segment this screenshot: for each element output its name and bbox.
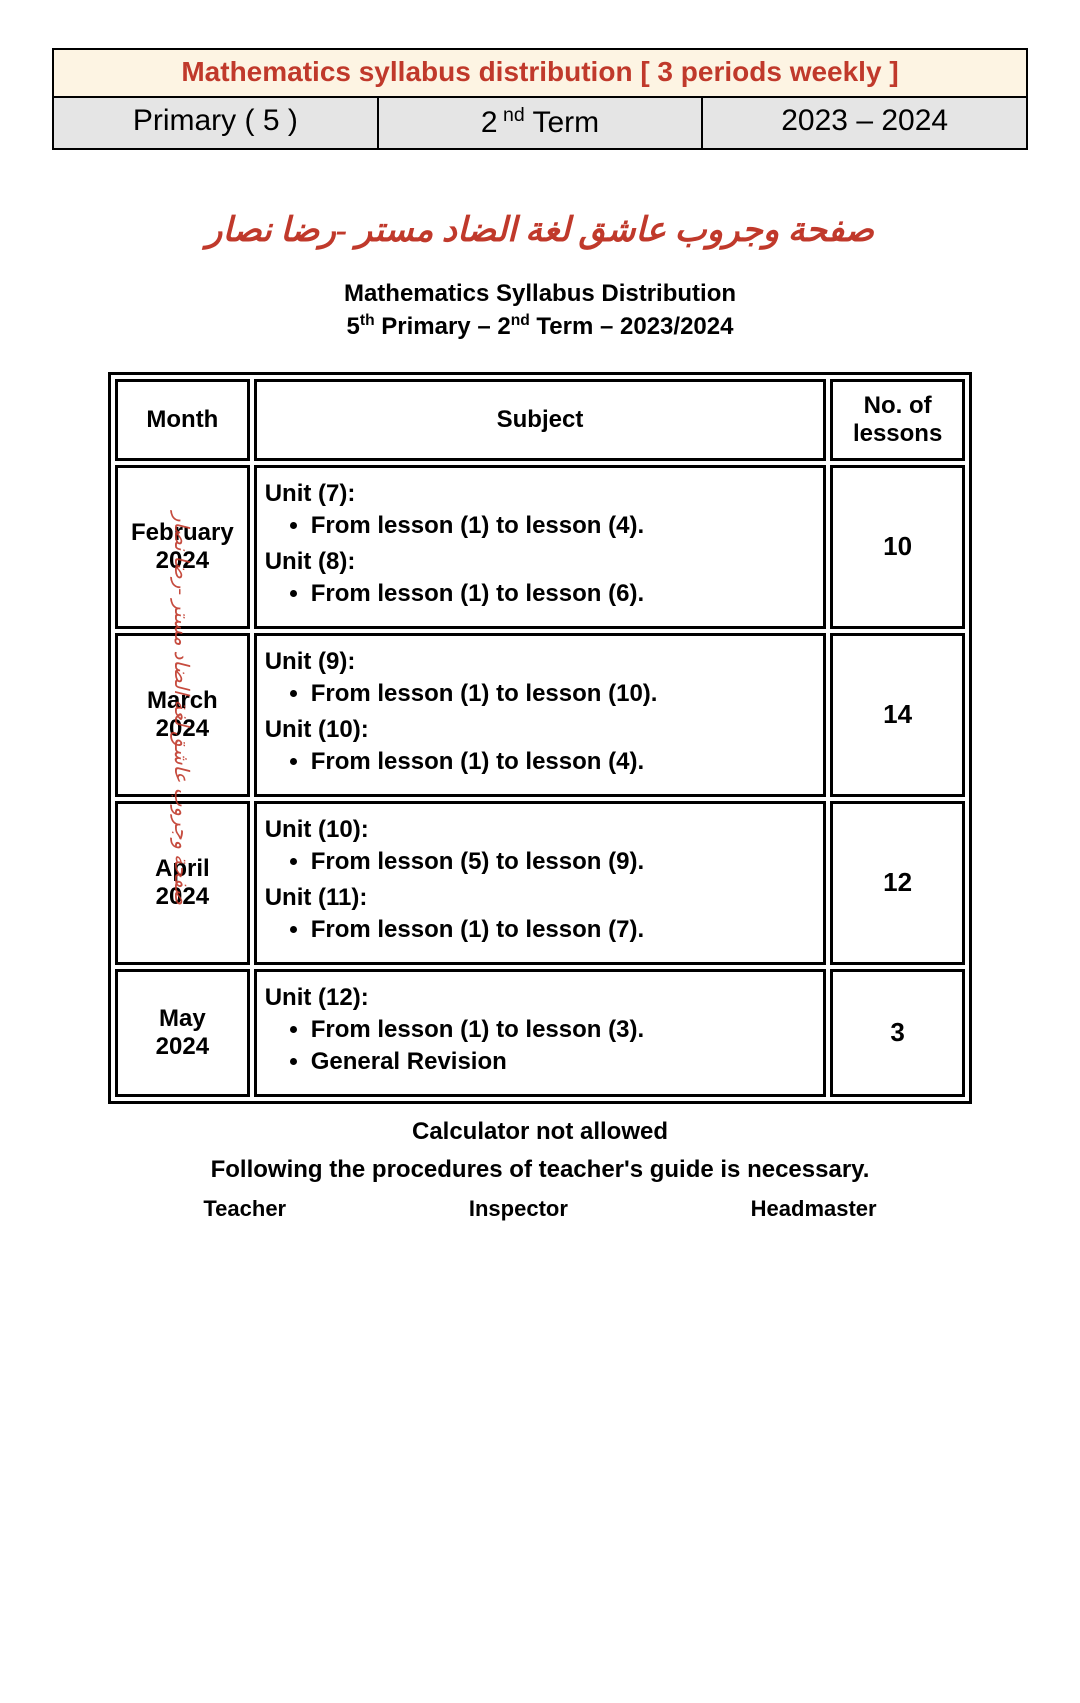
header-cell-term: 2 nd Term bbox=[379, 98, 704, 148]
note-procedures: Following the procedures of teacher's gu… bbox=[52, 1156, 1028, 1184]
term-word: Term bbox=[525, 106, 599, 139]
header-box: Mathematics syllabus distribution [ 3 pe… bbox=[52, 48, 1028, 150]
unit-item: From lesson (5) to lesson (9). bbox=[311, 846, 816, 878]
header-cell-grade: Primary ( 5 ) bbox=[54, 98, 379, 148]
unit-title: Unit (12): bbox=[265, 984, 816, 1012]
sig-inspector: Inspector bbox=[469, 1196, 568, 1222]
unit-item: From lesson (1) to lesson (6). bbox=[311, 578, 816, 610]
unit-items: From lesson (1) to lesson (10). bbox=[311, 678, 816, 710]
unit-title: Unit (10): bbox=[265, 816, 816, 844]
cell-lessons: 10 bbox=[830, 465, 965, 629]
table-body: February2024Unit (7):From lesson (1) to … bbox=[115, 465, 965, 1097]
header-title: Mathematics syllabus distribution [ 3 pe… bbox=[54, 50, 1026, 98]
unit-item: From lesson (1) to lesson (4). bbox=[311, 746, 816, 778]
unit-title: Unit (9): bbox=[265, 648, 816, 676]
unit-item: From lesson (1) to lesson (10). bbox=[311, 678, 816, 710]
cell-subject: Unit (9):From lesson (1) to lesson (10).… bbox=[254, 633, 827, 797]
unit-item: From lesson (1) to lesson (7). bbox=[311, 914, 816, 946]
signature-row: Teacher Inspector Headmaster bbox=[52, 1196, 1028, 1222]
cell-subject: Unit (10):From lesson (5) to lesson (9).… bbox=[254, 801, 827, 965]
unit-title: Unit (11): bbox=[265, 884, 816, 912]
cell-lessons: 12 bbox=[830, 801, 965, 965]
unit-title: Unit (7): bbox=[265, 480, 816, 508]
watermark-text: صفحة وجروب عاشق لغة الضاد مستر -رضا نصار bbox=[169, 512, 194, 905]
unit-title: Unit (8): bbox=[265, 548, 816, 576]
th-subject: Subject bbox=[254, 379, 827, 461]
syllabus-table: Month Subject No. of lessons February202… bbox=[108, 372, 972, 1104]
table-head-row: Month Subject No. of lessons bbox=[115, 379, 965, 461]
unit-item: From lesson (1) to lesson (4). bbox=[311, 510, 816, 542]
table-row: March2024Unit (9):From lesson (1) to les… bbox=[115, 633, 965, 797]
table-row: February2024Unit (7):From lesson (1) to … bbox=[115, 465, 965, 629]
cell-lessons: 14 bbox=[830, 633, 965, 797]
unit-items: From lesson (1) to lesson (6). bbox=[311, 578, 816, 610]
cell-subject: Unit (7):From lesson (1) to lesson (4). U… bbox=[254, 465, 827, 629]
unit-items: From lesson (5) to lesson (9). bbox=[311, 846, 816, 878]
cell-lessons: 3 bbox=[830, 969, 965, 1097]
unit-items: From lesson (1) to lesson (3).General Re… bbox=[311, 1014, 816, 1078]
note-calculator: Calculator not allowed bbox=[52, 1118, 1028, 1146]
unit-item: From lesson (1) to lesson (3). bbox=[311, 1014, 816, 1046]
table-row: April2024Unit (10):From lesson (5) to le… bbox=[115, 801, 965, 965]
sig-headmaster: Headmaster bbox=[751, 1196, 877, 1222]
unit-items: From lesson (1) to lesson (4). bbox=[311, 746, 816, 778]
term-number: 2 bbox=[481, 106, 498, 139]
header-row: Primary ( 5 ) 2 nd Term 2023 – 2024 bbox=[54, 98, 1026, 148]
sub-heading: Mathematics Syllabus Distribution 5th Pr… bbox=[52, 278, 1028, 344]
sig-teacher: Teacher bbox=[203, 1196, 286, 1222]
term-suffix: nd bbox=[498, 104, 525, 126]
unit-item: General Revision bbox=[311, 1046, 816, 1078]
unit-items: From lesson (1) to lesson (7). bbox=[311, 914, 816, 946]
cell-month: May2024 bbox=[115, 969, 250, 1097]
th-lessons: No. of lessons bbox=[830, 379, 965, 461]
arabic-credit-line: صفحة وجروب عاشق لغة الضاد مستر -رضا نصار bbox=[52, 210, 1028, 250]
th-month: Month bbox=[115, 379, 250, 461]
cell-subject: Unit (12):From lesson (1) to lesson (3).… bbox=[254, 969, 827, 1097]
subhead-line2: 5th Primary – 2nd Term – 2023/2024 bbox=[52, 310, 1028, 343]
table-row: May2024Unit (12):From lesson (1) to less… bbox=[115, 969, 965, 1097]
header-cell-year: 2023 – 2024 bbox=[703, 98, 1026, 148]
unit-items: From lesson (1) to lesson (4). bbox=[311, 510, 816, 542]
subhead-line1: Mathematics Syllabus Distribution bbox=[52, 278, 1028, 310]
unit-title: Unit (10): bbox=[265, 716, 816, 744]
syllabus-wrapper: صفحة وجروب عاشق لغة الضاد مستر -رضا نصار… bbox=[108, 372, 972, 1104]
